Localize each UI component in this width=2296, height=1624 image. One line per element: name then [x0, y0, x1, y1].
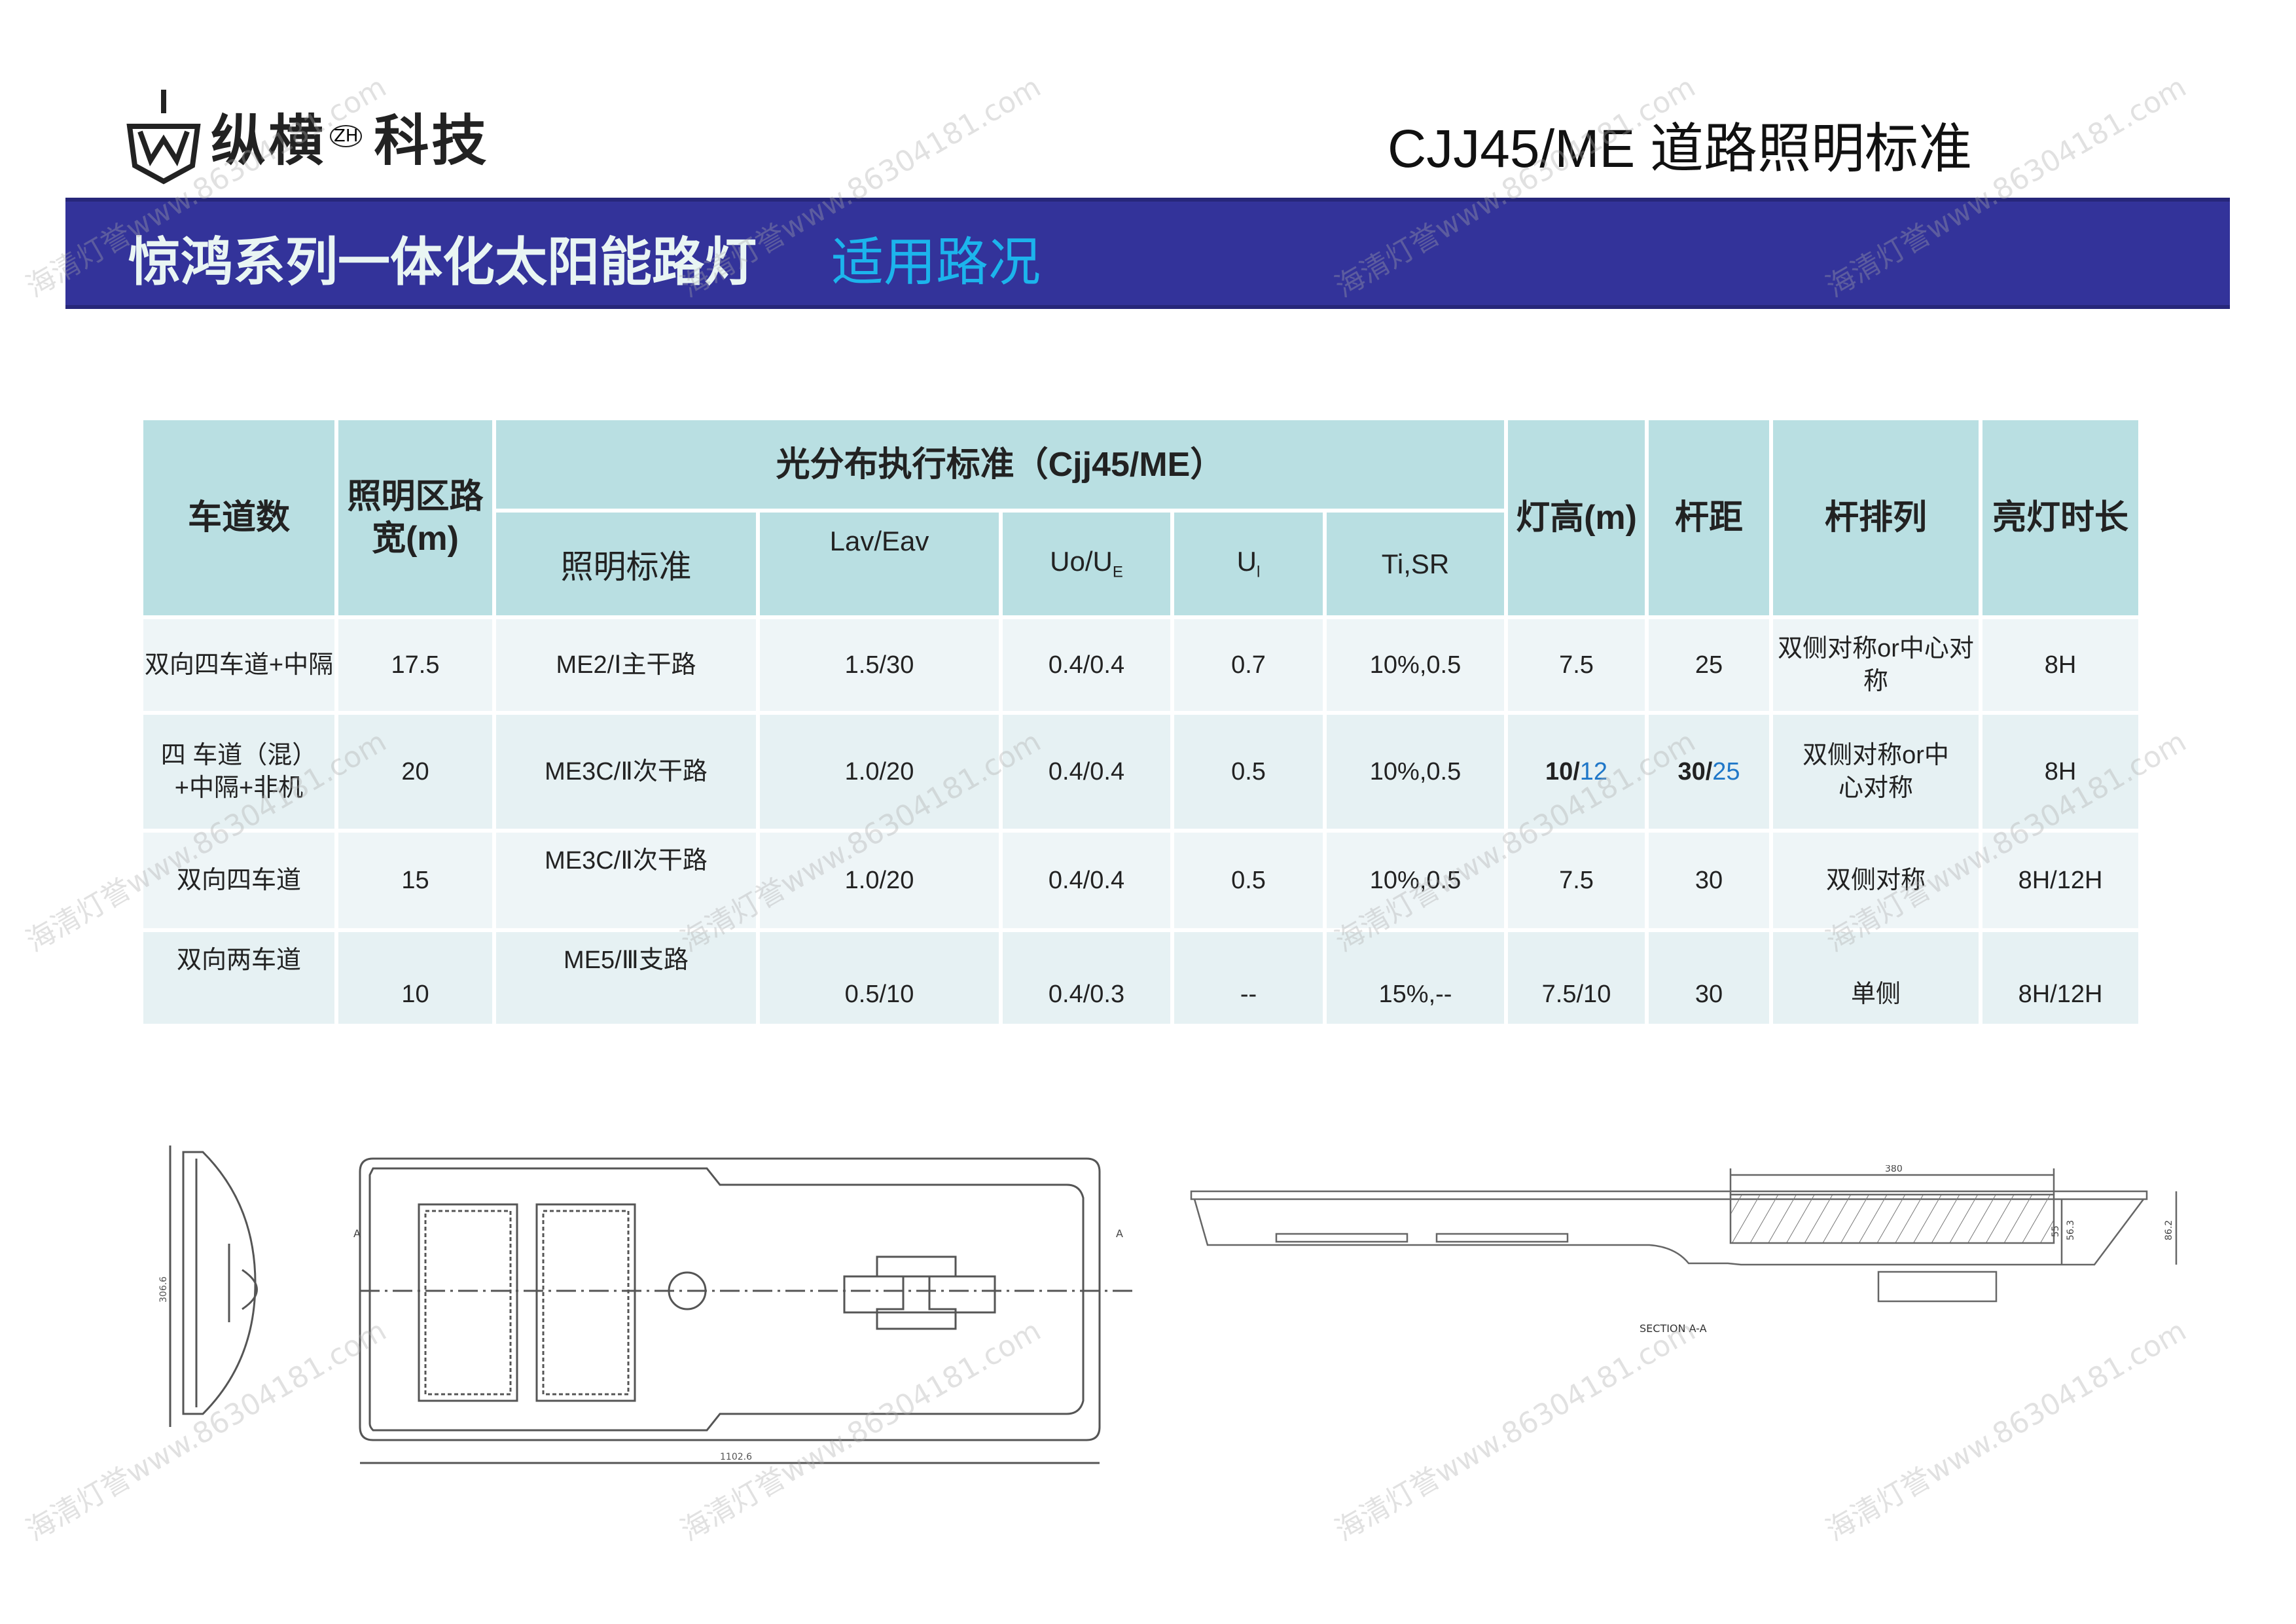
cell-spacing: 25 — [1649, 619, 1769, 711]
header-width: 照明区路宽(m) — [338, 420, 492, 615]
header-height: 灯高(m) — [1508, 420, 1645, 615]
cell-ul: 0.5 — [1174, 715, 1323, 829]
header-hours: 亮灯时长 — [1982, 420, 2138, 615]
section-marker-a-left: A — [353, 1227, 361, 1240]
header-ti: Ti,SR — [1327, 513, 1504, 615]
cell-uo: 0.4/0.4 — [1003, 715, 1170, 829]
table-row: 双向四车道 15 ME3C/Ⅱ次干路 1.0/20 0.4/0.4 0.5 10… — [143, 833, 2138, 928]
cell-ul: -- — [1174, 932, 1323, 1024]
dim-width-text: 306.6 — [158, 1276, 169, 1303]
cell-ti: 10%,0.5 — [1327, 715, 1504, 829]
cell-standard: ME3C/Ⅱ次干路 — [496, 715, 756, 829]
cell-arrangement: 单侧 — [1773, 932, 1979, 1024]
cell-width: 20 — [338, 715, 492, 829]
table-row: 双向四车道+中隔 17.5 ME2/Ⅰ主干路 1.5/30 0.4/0.4 0.… — [143, 619, 2138, 711]
cell-arrangement: 双侧对称 — [1773, 833, 1979, 928]
header-arrangement: 杆排列 — [1773, 420, 1979, 615]
cell-hours: 8H/12H — [1982, 833, 2138, 928]
cell-uo: 0.4/0.3 — [1003, 932, 1170, 1024]
cell-spacing-b: 25 — [1712, 758, 1740, 785]
section-banner: 惊鸿系列一体化太阳能路灯 适用路况 — [65, 198, 2230, 309]
cell-lanes: 双向四车道 — [143, 833, 334, 928]
logo-text: 纵横 — [211, 108, 327, 173]
cell-ul: 0.5 — [1174, 833, 1323, 928]
cell-spacing-a: 30/ — [1677, 758, 1713, 785]
header-ul-sub: l — [1257, 563, 1261, 581]
table-row: 四 车道（混）+中隔+非机 20 ME3C/Ⅱ次干路 1.0/20 0.4/0.… — [143, 715, 2138, 829]
cell-ti: 10%,0.5 — [1327, 833, 1504, 928]
cell-height-a: 10/ — [1545, 758, 1580, 785]
header-lanes: 车道数 — [143, 420, 334, 615]
dim-length-text: 1102.6 — [720, 1452, 752, 1462]
header-uo: Uo/UE — [1003, 513, 1170, 615]
cell-standard: ME5/Ⅲ支路 — [496, 932, 756, 1024]
dim-380-text: 380 — [1885, 1165, 1903, 1174]
lighting-standard-table: 车道数 照明区路宽(m) 光分布执行标准（Cjj45/ME） 灯高(m) 杆距 … — [139, 416, 2142, 1028]
side-view-drawing: 306.6 — [158, 1146, 258, 1427]
cell-height: 7.5/10 — [1508, 932, 1645, 1024]
company-logo: 纵横 ZH 科技 — [124, 84, 489, 189]
cell-standard: ME2/Ⅰ主干路 — [496, 619, 756, 711]
logo-registered-mark: ZH — [330, 125, 363, 147]
cell-spacing: 30/25 — [1649, 715, 1769, 829]
document-title: CJJ45/ME 道路照明标准 — [1388, 119, 1972, 179]
cell-ul: 0.7 — [1174, 619, 1323, 711]
cell-lav: 1.0/20 — [760, 715, 999, 829]
header-ul-text: U — [1236, 546, 1257, 577]
cell-lav: 1.5/30 — [760, 619, 999, 711]
cell-width: 15 — [338, 833, 492, 928]
cell-hours: 8H/12H — [1982, 932, 2138, 1024]
cell-arrangement: 双侧对称or中心对称 — [1773, 715, 1979, 829]
section-label: SECTION A-A — [1640, 1322, 1707, 1335]
header-uo-sub: E — [1112, 563, 1123, 581]
plan-view-drawing: A A 1102.6 — [353, 1157, 1132, 1464]
header-light-distribution: 光分布执行标准（Cjj45/ME） — [496, 420, 1504, 509]
cell-hours: 8H — [1982, 619, 2138, 711]
dim-56-3-text: 56.3 — [2066, 1220, 2076, 1240]
logo-emblem-icon — [126, 90, 201, 185]
logo-text-2: 科技 — [374, 108, 490, 173]
section-marker-a-right: A — [1116, 1227, 1123, 1240]
cell-width: 10 — [338, 932, 492, 1024]
section-view-drawing: 380 55 56.3 86.2 SECTION A-A — [1190, 1165, 2178, 1335]
cell-height: 7.5 — [1508, 833, 1645, 928]
banner-title: 惊鸿系列一体化太阳能路灯 — [128, 232, 757, 293]
dim-86-2-text: 86.2 — [2164, 1220, 2174, 1240]
banner-subtitle: 适用路况 — [831, 232, 1041, 293]
cell-ti: 10%,0.5 — [1327, 619, 1504, 711]
cell-height: 10/12 — [1508, 715, 1645, 829]
cell-ti: 15%,-- — [1327, 932, 1504, 1024]
dim-55-text: 55 — [2051, 1225, 2061, 1237]
cell-hours: 8H — [1982, 715, 2138, 829]
cell-width: 17.5 — [338, 619, 492, 711]
cell-lanes: 四 车道（混）+中隔+非机 — [143, 715, 334, 829]
cell-height-b: 12 — [1579, 758, 1608, 785]
cell-spacing: 30 — [1649, 932, 1769, 1024]
cell-lav: 1.0/20 — [760, 833, 999, 928]
header-uo-text: Uo/U — [1050, 546, 1113, 577]
cell-lav: 0.5/10 — [760, 932, 999, 1024]
table-row: 双向两车道 10 ME5/Ⅲ支路 0.5/10 0.4/0.3 -- 15%,-… — [143, 932, 2138, 1024]
cell-uo: 0.4/0.4 — [1003, 619, 1170, 711]
header-standard: 照明标准 — [496, 513, 756, 615]
header-spacing: 杆距 — [1649, 420, 1769, 615]
header-lav: Lav/Eav — [760, 513, 999, 615]
header-ul: Ul — [1174, 513, 1323, 615]
cell-uo: 0.4/0.4 — [1003, 833, 1170, 928]
cell-spacing: 30 — [1649, 833, 1769, 928]
cell-lanes: 双向两车道 — [143, 932, 334, 1024]
cell-lanes: 双向四车道+中隔 — [143, 619, 334, 711]
cell-arrangement: 双侧对称or中心对称 — [1773, 619, 1979, 711]
cell-standard: ME3C/Ⅱ次干路 — [496, 833, 756, 928]
cell-height: 7.5 — [1508, 619, 1645, 711]
